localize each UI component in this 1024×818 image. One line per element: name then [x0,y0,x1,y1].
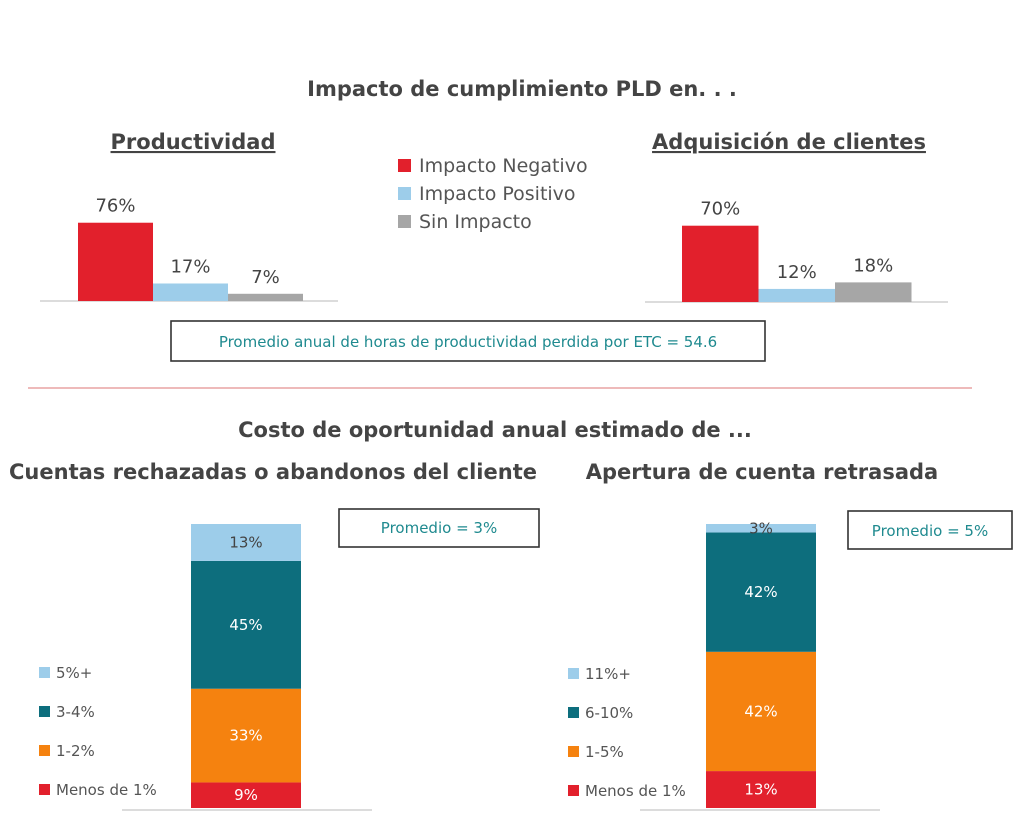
legend-label-negative: Impacto Negativo [419,155,588,177]
acquisition-bar-positive [758,288,835,302]
delayed-legend-menos-1: Menos de 1% [585,782,686,800]
rejected-label-3-4: 45% [229,616,262,634]
legend-label-none: Sin Impacto [419,211,532,233]
productivity-label-positive: 17% [170,256,210,277]
delayed-legend-swatch-6-10 [568,707,579,718]
productivity-label-negative: 76% [95,196,135,217]
delayed-legend-11-plus: 11%+ [585,665,631,683]
productivity-chart: 76% 17% 7% [40,196,338,302]
productivity-chart-title: Productividad [111,130,276,154]
acquisition-bar-none [835,282,912,302]
delayed-legend-swatch-menos-1 [568,785,579,796]
rejected-legend-swatch-5-plus [39,667,50,678]
productivity-note-text: Promedio anual de horas de productividad… [219,333,717,351]
acquisition-label-none: 18% [853,255,893,276]
delayed-legend-swatch-1-5 [568,746,579,757]
productivity-label-none: 7% [251,267,280,288]
productivity-bar-none [228,293,303,301]
delayed-average-frame [847,510,1013,550]
productivity-bar-positive [153,283,228,301]
delayed-segment-menos-1 [706,771,816,808]
productivity-note-frame [170,320,766,362]
delayed-label-6-10: 42% [744,583,777,601]
rejected-label-menos-1: 9% [234,786,258,804]
acquisition-bar-negative [682,225,759,302]
top-title: Impacto de cumplimiento PLD en. . . [307,77,737,101]
legend-swatch-negative [398,159,411,172]
rejected-average-text: Promedio = 3% [381,519,497,537]
top-legend: Impacto Negativo Impacto Positivo Sin Im… [398,155,588,233]
rejected-segment-3-4 [191,560,301,689]
delayed-label-menos-1: 13% [744,781,777,799]
delayed-segment-6-10 [706,532,816,652]
delayed-label-1-5: 42% [744,702,777,720]
bottom-title: Costo de oportunidad anual estimado de .… [238,418,752,442]
delayed-opening-chart: 13% 42% 42% 3% 11%+ 6-10% 1-5% Menos de … [568,510,1013,811]
acquisition-chart-title: Adquisición de clientes [652,130,926,154]
delayed-average-text: Promedio = 5% [872,522,988,540]
rejected-legend-swatch-menos-1 [39,784,50,795]
delayed-legend-swatch-11-plus [568,668,579,679]
rejected-legend-swatch-1-2 [39,745,50,756]
delayed-segment-11-plus [706,524,816,533]
rejected-label-1-2: 33% [229,727,262,745]
delayed-legend-1-5: 1-5% [585,743,624,761]
rejected-legend-swatch-3-4 [39,706,50,717]
delayed-label-11-plus: 3% [749,519,773,537]
legend-swatch-none [398,215,411,228]
productivity-note-box: Promedio anual de horas de productividad… [170,320,766,362]
rejected-legend-1-2: 1-2% [56,742,95,760]
rejected-legend-5-plus: 5%+ [56,664,92,682]
acquisition-chart: 70% 12% 18% [645,199,948,303]
rejected-legend-menos-1: Menos de 1% [56,781,157,799]
productivity-bar-negative [78,222,153,301]
rejected-accounts-title: Cuentas rechazadas o abandonos del clien… [9,460,537,484]
legend-swatch-positive [398,187,411,200]
acquisition-label-positive: 12% [777,262,817,283]
legend-label-positive: Impacto Positivo [419,183,576,205]
delayed-legend-6-10: 6-10% [585,704,633,722]
rejected-legend-3-4: 3-4% [56,703,95,721]
rejected-segment-1-2 [191,688,301,783]
rejected-accounts-chart: 9% 33% 45% 13% 5%+ 3-4% 1-2% Menos de 1%… [39,508,540,811]
rejected-label-5-plus: 13% [229,533,262,551]
delayed-segment-1-5 [706,651,816,772]
acquisition-label-negative: 70% [700,199,740,220]
rejected-segment-menos-1 [191,782,301,808]
rejected-segment-5-plus [191,524,301,561]
rejected-average-frame [338,508,540,548]
delayed-opening-title: Apertura de cuenta retrasada [586,460,938,484]
